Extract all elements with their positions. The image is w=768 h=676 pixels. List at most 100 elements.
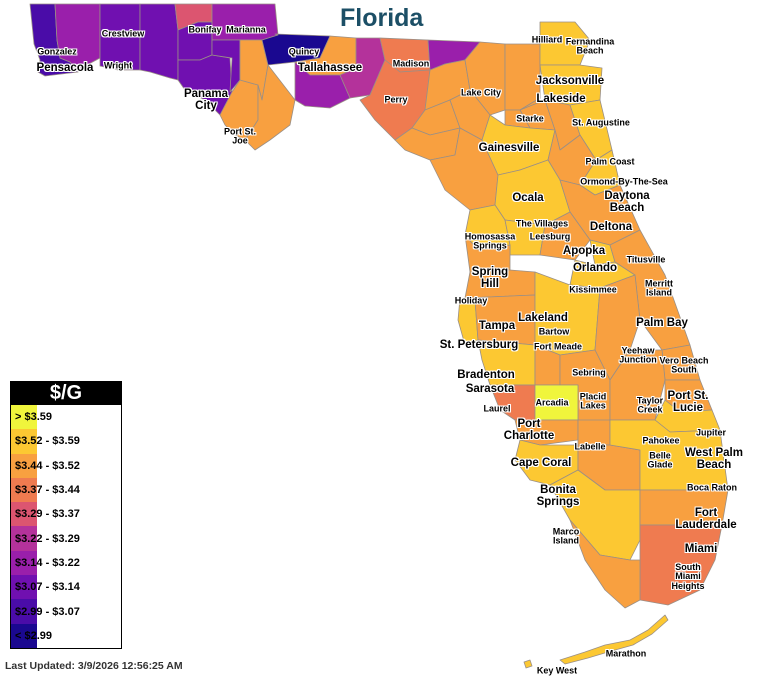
city-label-merritt-island: Merritt Island: [644, 278, 674, 298]
legend-swatch: [11, 526, 37, 551]
city-label-belle-glade: Belle Glade: [647, 450, 673, 470]
county-walton[interactable]: [139, 3, 179, 81]
legend-item: $3.37 - $3.44: [11, 477, 121, 503]
legend-swatch: [11, 477, 37, 503]
city-label-marianna: Marianna: [226, 24, 266, 35]
city-label-placid-lakes: Placid Lakes: [579, 391, 607, 411]
city-label-lakeland: Lakeland: [518, 311, 568, 324]
legend-item: $2.99 - $3.07: [11, 599, 121, 624]
city-label-jacksonville: Jacksonville: [535, 74, 605, 87]
city-label-ocala: Ocala: [512, 191, 544, 204]
city-label-spring-hill: Spring Hill: [471, 265, 509, 290]
city-label-starke: Starke: [516, 113, 544, 124]
city-label-lakeside: Lakeside: [536, 92, 586, 105]
city-label-bartow: Bartow: [538, 326, 570, 337]
city-label-pahokee: Pahokee: [642, 435, 680, 446]
legend-item: < $2.99: [11, 623, 121, 648]
legend-item: $3.52 - $3.59: [11, 429, 121, 454]
city-label-holiday: Holiday: [454, 295, 488, 306]
city-label-marco-island: Marco Island: [552, 526, 580, 546]
city-label-fort-lauderdale: Fort Lauderdale: [675, 506, 737, 531]
legend-swatch: [11, 429, 37, 454]
city-label-miami: Miami: [684, 542, 718, 555]
city-label-laurel: Laurel: [483, 403, 511, 414]
legend-label: $3.37 - $3.44: [15, 484, 80, 497]
last-updated: Last Updated: 3/9/2026 12:56:25 AM: [5, 660, 183, 672]
city-label-west-palm-beach: West Palm Beach: [685, 446, 743, 471]
legend-label: < $2.99: [15, 629, 53, 642]
city-label-st-augustine: St. Augustine: [572, 117, 630, 128]
legend-label: $3.14 - $3.22: [15, 556, 80, 569]
city-label-palm-coast: Palm Coast: [585, 156, 635, 167]
county-baker[interactable]: [504, 43, 541, 111]
city-label-south-miami-heights: South Miami Heights: [671, 561, 705, 591]
legend-label: $3.22 - $3.29: [15, 532, 80, 545]
city-label-gainesville: Gainesville: [478, 141, 540, 154]
city-label-crestview: Crestview: [101, 28, 145, 39]
legend-swatch: [11, 502, 37, 527]
city-label-ormond: Ormond-By-The-Sea: [580, 176, 668, 187]
county-lake[interactable]: [539, 211, 591, 261]
legend-swatch: [11, 453, 37, 478]
city-label-apopka: Apopka: [562, 244, 606, 257]
county-monroe-mainland[interactable]: [569, 519, 641, 609]
city-label-deltona: Deltona: [589, 220, 633, 233]
city-label-cape-coral: Cape Coral: [510, 456, 572, 469]
legend-item: $3.22 - $3.29: [11, 526, 121, 551]
city-label-perry: Perry: [384, 94, 408, 105]
city-label-port-charlotte: Port Charlotte: [503, 417, 555, 442]
city-label-madison: Madison: [392, 58, 430, 69]
legend-swatch: [11, 599, 37, 624]
legend-label: $3.07 - $3.14: [15, 581, 80, 594]
map-title: Florida: [340, 4, 424, 32]
price-legend: $/G > $3.59 $3.52 - $3.59 $3.44 - $3.52 $3.…: [10, 381, 122, 649]
city-label-gonzalez: Gonzalez: [37, 46, 77, 57]
city-label-homosassa-springs: Homosassa Springs: [464, 231, 516, 251]
city-label-arcadia: Arcadia: [535, 397, 569, 408]
legend-swatch: [11, 405, 37, 430]
city-label-bradenton: Bradenton: [457, 368, 515, 381]
county-wakulla[interactable]: [294, 61, 351, 109]
city-label-sebring: Sebring: [572, 367, 606, 378]
legend-item: $3.14 - $3.22: [11, 550, 121, 576]
city-label-bonifay: Bonifay: [188, 24, 222, 35]
city-label-sarasota: Sarasota: [465, 382, 515, 395]
city-label-labelle: Labelle: [574, 441, 606, 452]
city-label-port-st-lucie: Port St. Lucie: [667, 389, 709, 414]
legend-header: $/G: [11, 382, 121, 405]
city-label-leesburg: Leesburg: [529, 231, 571, 242]
legend-swatch: [11, 550, 37, 576]
county-hernando[interactable]: [464, 234, 511, 273]
city-label-quincy: Quincy: [288, 46, 320, 57]
city-label-bonita-springs: Bonita Springs: [536, 483, 580, 508]
legend-swatch: [11, 575, 37, 600]
city-label-boca-raton: Boca Raton: [686, 482, 738, 493]
city-label-pensacola: Pensacola: [36, 61, 94, 74]
city-label-fernandina-beach: Fernandina Beach: [565, 36, 615, 56]
city-label-tampa: Tampa: [478, 319, 516, 332]
legend-label: $3.44 - $3.52: [15, 459, 80, 472]
city-label-yeehaw-junction: Yeehaw Junction: [619, 345, 657, 365]
city-label-key-west: Key West: [536, 665, 578, 676]
legend-label: $3.29 - $3.37: [15, 508, 80, 521]
city-label-fort-meade: Fort Meade: [533, 341, 583, 352]
county-franklin[interactable]: [244, 64, 296, 151]
city-label-the-villages: The Villages: [515, 218, 569, 229]
city-label-st-petersburg: St. Petersburg: [439, 338, 519, 351]
city-label-lake-city: Lake City: [460, 87, 502, 98]
city-label-vero-beach-south: Vero Beach South: [659, 355, 709, 375]
county-monroe-keys[interactable]: [523, 614, 669, 669]
city-label-wright: Wright: [103, 60, 133, 71]
city-label-daytona-beach: Daytona Beach: [604, 189, 650, 214]
city-label-kissimmee: Kissimmee: [569, 284, 617, 295]
city-label-palm-bay: Palm Bay: [636, 316, 688, 329]
county-sumter[interactable]: [504, 219, 546, 256]
legend-item: > $3.59: [11, 405, 121, 430]
city-label-port-st-joe: Port St. Joe: [223, 126, 257, 146]
legend-item: $3.29 - $3.37: [11, 502, 121, 527]
legend-label: $2.99 - $3.07: [15, 605, 80, 618]
city-label-marathon: Marathon: [605, 648, 647, 659]
city-label-orlando: Orlando: [572, 261, 618, 274]
legend-item: $3.44 - $3.52: [11, 453, 121, 478]
